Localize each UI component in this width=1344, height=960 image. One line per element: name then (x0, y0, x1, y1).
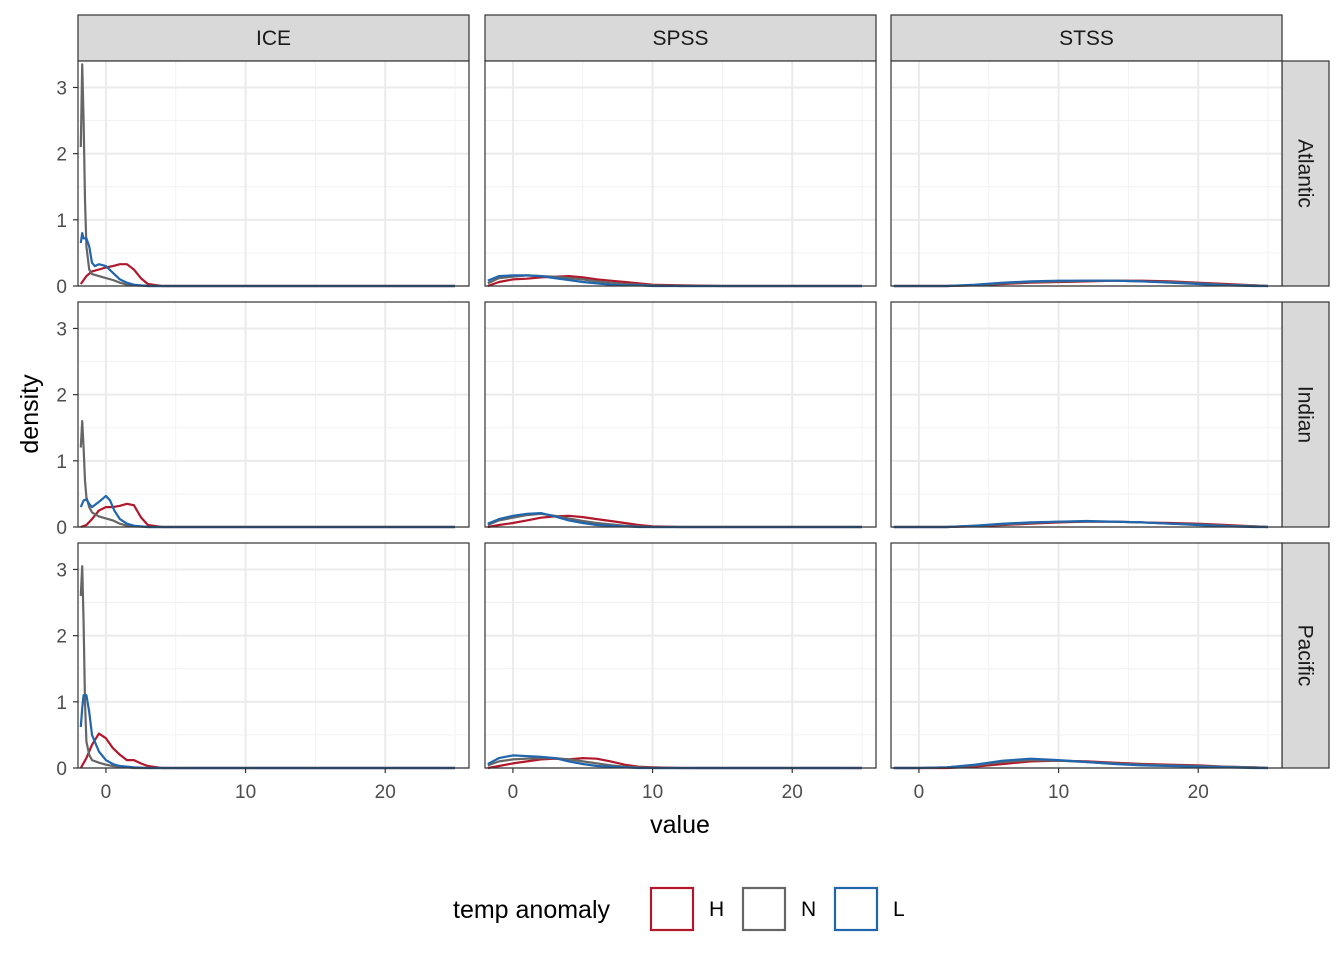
panel-background (485, 302, 876, 527)
panels-layer: ICE SPSS STSS Atlantic Indian Pacific 0 1 2 3 0 1 2 3… (56, 14, 1330, 803)
panel-border (77, 301, 470, 528)
density-line-l (893, 757, 1268, 770)
panel-background (485, 61, 876, 286)
panel-spss-atlantic (484, 60, 877, 288)
panel-border (77, 542, 470, 769)
strip-label-ice: ICE (256, 27, 291, 50)
strip-atlantic: Atlantic (1281, 60, 1330, 287)
legend-title: temp anomaly (453, 896, 611, 924)
panel-background (485, 543, 876, 768)
panel-stss-pacific: 0 10 20 (890, 542, 1283, 803)
y-tick-label: 2 (56, 145, 67, 166)
strip-background (77, 14, 470, 62)
y-tick-label: 1 (56, 452, 67, 473)
panel-border (77, 60, 470, 287)
panel-border (484, 542, 877, 769)
panel-border (890, 60, 1283, 287)
y-tick-label: 1 (56, 211, 67, 232)
panel-background (78, 543, 469, 768)
strip-label-pacific: Pacific (1294, 625, 1317, 687)
y-axis-title: density (16, 374, 44, 454)
strip-label-stss: STSS (1059, 27, 1114, 50)
legend-entry-n: N (741, 886, 816, 932)
legend-label-h: H (709, 898, 724, 921)
panel-stss-indian (890, 301, 1283, 529)
strip-label-indian: Indian (1294, 386, 1317, 443)
x-tick-label: 10 (642, 782, 663, 803)
panel-ice-indian: 0 1 2 3 (56, 301, 470, 539)
x-tick-label: 0 (508, 782, 519, 803)
strip-background (1281, 301, 1330, 528)
panel-background (78, 302, 469, 527)
panel-stss-atlantic (890, 60, 1283, 288)
y-tick-label: 3 (56, 78, 67, 99)
panel-border (890, 542, 1283, 769)
y-tick-label: 3 (56, 560, 67, 581)
panel-spss-indian (484, 301, 877, 529)
panel-background (891, 543, 1282, 768)
panel-background (78, 61, 469, 286)
x-tick-label: 20 (782, 782, 803, 803)
y-tick-label: 0 (56, 277, 67, 298)
y-tick-label: 1 (56, 693, 67, 714)
panel-ice-pacific: 0 1 2 3 0 10 20 (56, 542, 470, 803)
y-tick-label: 3 (56, 319, 67, 340)
y-tick-label: 2 (56, 386, 67, 407)
legend-label-l: L (893, 898, 905, 921)
x-tick-label: 10 (1048, 782, 1069, 803)
panel-border (484, 301, 877, 528)
panel-spss-pacific: 0 10 20 (484, 542, 877, 803)
legend-key-h (649, 886, 695, 932)
strip-stss: STSS (890, 14, 1283, 62)
x-tick-label: 20 (375, 782, 396, 803)
legend-key-l (833, 886, 879, 932)
strip-background (890, 14, 1283, 62)
strip-spss: SPSS (484, 14, 877, 62)
panel-border (484, 60, 877, 287)
strip-background (1281, 60, 1330, 287)
panel-background (891, 61, 1282, 286)
panel-border (890, 301, 1283, 528)
strip-pacific: Pacific (1281, 542, 1330, 769)
panel-ice-atlantic: 0 1 2 3 (56, 60, 470, 298)
y-tick-label: 0 (56, 759, 67, 780)
strip-background (1281, 542, 1330, 769)
y-tick-label: 2 (56, 627, 67, 648)
x-tick-label: 0 (914, 782, 925, 803)
legend-entry-h: H (649, 886, 724, 932)
x-tick-label: 20 (1188, 782, 1209, 803)
legend-key-n (741, 886, 787, 932)
x-tick-label: 0 (101, 782, 112, 803)
y-axis-title-group: density (16, 374, 44, 454)
strip-ice: ICE (77, 14, 470, 62)
strip-background (484, 14, 877, 62)
strip-label-atlantic: Atlantic (1294, 139, 1317, 208)
strip-indian: Indian (1281, 301, 1330, 528)
panel-background (891, 302, 1282, 527)
y-tick-label: 0 (56, 518, 67, 539)
x-tick-label: 10 (235, 782, 256, 803)
x-axis-title: value (650, 811, 710, 839)
legend: temp anomaly H N L (453, 886, 905, 932)
strip-label-spss: SPSS (652, 27, 708, 50)
legend-label-n: N (801, 898, 816, 921)
legend-entry-l: L (833, 886, 905, 932)
